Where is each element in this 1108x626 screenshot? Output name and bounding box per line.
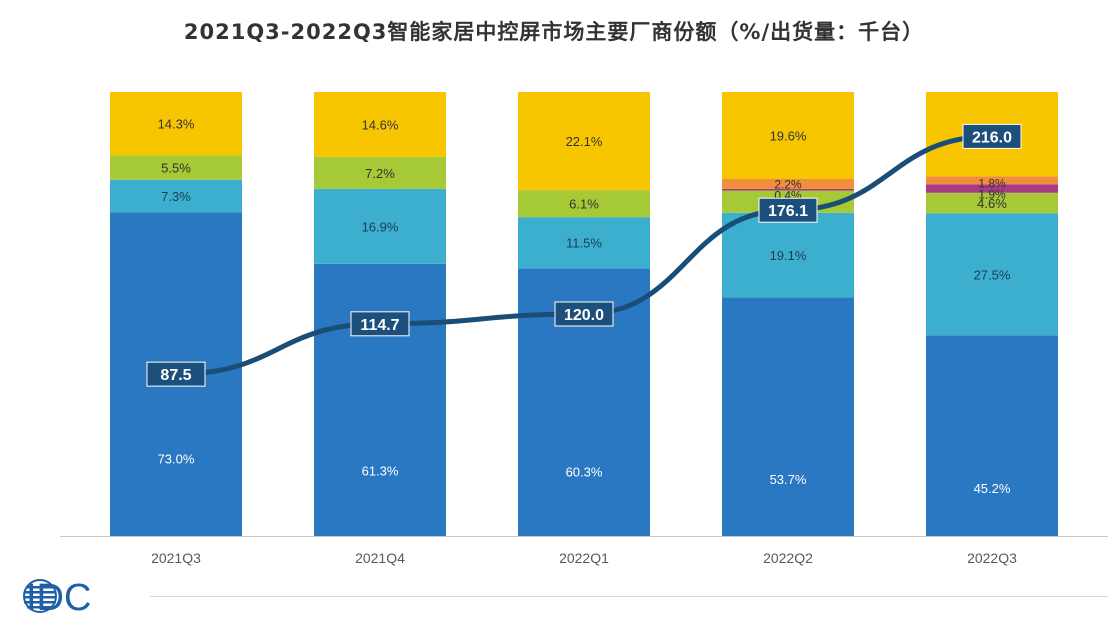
shipment-label-2022Q1: 120.0 — [564, 307, 604, 324]
bar-segment-2022Q3-3 — [926, 192, 1058, 214]
bar-segment-2022Q3-5 — [926, 176, 1058, 185]
bar-segment-2022Q3-1 — [926, 335, 1058, 536]
segment-label-2022Q3-2: 27.5% — [974, 267, 1011, 282]
x-tick-label-2022Q1: 2022Q1 — [559, 550, 609, 566]
segment-label-2021Q4-1: 61.3% — [362, 464, 399, 479]
bar-segment-2022Q2-1 — [722, 297, 854, 536]
segment-label-2022Q1-1: 60.3% — [566, 465, 603, 480]
bar-segment-2022Q2-2 — [722, 212, 854, 298]
chart-title: 2021Q3-2022Q3智能家居中控屏市场主要厂商份额（%/出货量：千台） — [183, 20, 925, 44]
bar-segment-2021Q3-6 — [110, 92, 242, 156]
segment-label-2022Q2-1: 53.7% — [770, 472, 807, 487]
bar-segment-2021Q4-6 — [314, 92, 446, 157]
segment-label-2021Q4-2: 16.9% — [362, 219, 399, 234]
x-tick-label-2022Q3: 2022Q3 — [967, 550, 1017, 566]
segment-label-2022Q3-5: 1.8% — [978, 177, 1006, 191]
idc-logo: IDC — [22, 578, 91, 618]
segment-label-2021Q4-3: 7.2% — [365, 166, 395, 181]
shipment-label-box-2022Q3 — [962, 123, 1022, 149]
bar-segment-2022Q2-5 — [722, 179, 854, 189]
segment-label-2022Q3-3: 4.6% — [977, 196, 1007, 211]
segment-label-2022Q2-2: 19.1% — [770, 248, 807, 263]
segment-label-2021Q3-1: 73.0% — [158, 451, 195, 466]
x-tick-label-2021Q3: 2021Q3 — [151, 550, 201, 566]
shipment-label-2022Q2: 176.1 — [768, 203, 808, 220]
bar-segment-2022Q3-4 — [926, 184, 1058, 193]
segment-label-2021Q3-6: 14.3% — [158, 117, 195, 132]
bar-segment-2022Q1-2 — [518, 217, 650, 269]
shipment-label-box-2022Q1 — [554, 301, 614, 327]
x-tick-label-2022Q2: 2022Q2 — [763, 550, 813, 566]
bar-segment-2021Q3-3 — [110, 155, 242, 180]
shipment-label-box-2021Q4 — [350, 311, 410, 337]
segment-label-2021Q4-6: 14.6% — [362, 117, 399, 132]
bar-segment-2022Q3-2 — [926, 213, 1058, 336]
segment-label-2022Q3-1: 45.2% — [974, 481, 1011, 496]
x-tick-label-2021Q4: 2021Q4 — [355, 550, 405, 566]
segment-label-2022Q3-4: 1.9% — [978, 188, 1006, 202]
bar-segment-2021Q4-1 — [314, 263, 446, 536]
bar-segment-2021Q3-2 — [110, 179, 242, 213]
bar-segment-2021Q4-3 — [314, 156, 446, 189]
bar-segment-2022Q2-6 — [722, 92, 854, 180]
segment-label-2022Q1-2: 11.5% — [566, 236, 602, 251]
bar-segment-2022Q1-3 — [518, 190, 650, 218]
shipment-label-box-2021Q3 — [146, 361, 206, 387]
segment-label-2022Q2-5: 2.2% — [774, 178, 802, 192]
shipment-label-box-2022Q2 — [758, 197, 818, 223]
segment-label-2022Q1-3: 6.1% — [569, 197, 599, 212]
bar-segment-2021Q4-2 — [314, 188, 446, 264]
globe-icon — [23, 579, 57, 613]
shipment-label-2022Q3: 216.0 — [972, 129, 1012, 146]
segment-label-2022Q2-6: 19.6% — [770, 129, 807, 144]
segment-label-2022Q1-6: 22.1% — [566, 134, 603, 149]
bar-segment-2022Q1-6 — [518, 92, 650, 191]
segment-label-2021Q3-3: 5.5% — [161, 161, 191, 176]
bar-segment-2022Q2-4 — [722, 188, 854, 191]
shipment-label-2021Q4: 114.7 — [360, 317, 399, 334]
shipment-label-2021Q3: 87.5 — [160, 367, 191, 384]
segment-label-2021Q3-2: 7.3% — [161, 189, 191, 204]
